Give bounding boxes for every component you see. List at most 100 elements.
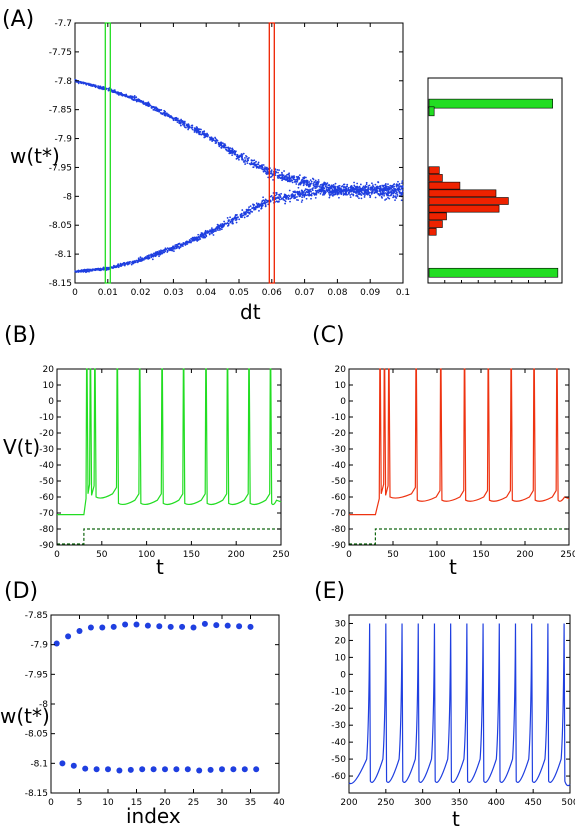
- panel-a-point-upper: [304, 176, 307, 179]
- panel-a-point-upper: [338, 196, 340, 199]
- panel-a-point-lower: [356, 192, 358, 194]
- panel-a-point-upper: [346, 183, 349, 186]
- panel-a-point-lower: [301, 192, 304, 194]
- panel-a-point-upper: [387, 196, 389, 199]
- panel-a-point-lower: [260, 205, 263, 208]
- panel-a-point-lower: [345, 187, 348, 190]
- panel-a-point-lower: [310, 197, 312, 200]
- panel-a-point-upper: [241, 157, 244, 160]
- panel-a-point-lower: [270, 195, 273, 197]
- panel-a-point-lower: [360, 190, 363, 193]
- panel-a-point-lower: [266, 201, 268, 204]
- panel-a-point-lower: [220, 223, 222, 225]
- panel-a-point-lower: [280, 197, 283, 200]
- panel-a-point-lower: [314, 196, 317, 199]
- panel-a-point-upper: [325, 185, 327, 187]
- panel-a-point-upper: [220, 147, 223, 149]
- panel-a-point-lower: [297, 186, 300, 189]
- panel-a-point-upper: [136, 100, 138, 103]
- panel-label-a: (A): [2, 7, 34, 32]
- panel-a-point-upper: [294, 181, 297, 183]
- panel-a-point-lower: [274, 194, 277, 197]
- panel-a-point-lower: [135, 259, 138, 262]
- panel-a-point-lower: [355, 194, 357, 197]
- panel-a-point-upper: [160, 112, 163, 115]
- panel-a-point-lower: [163, 251, 166, 254]
- panel-a-point-lower: [175, 247, 178, 250]
- panel-b-xtick-label: 250: [272, 550, 289, 560]
- panel-a-point-upper: [283, 175, 286, 178]
- panel-a-hist-bar: [428, 106, 435, 117]
- panel-d-ytick-label: -7.95: [25, 670, 48, 680]
- panel-a-point-upper: [164, 114, 167, 117]
- panel-a-xtick-label: 0.03: [163, 288, 183, 298]
- panel-a-xtick-label: 0: [72, 288, 78, 298]
- panel-a-point-lower: [284, 202, 286, 205]
- panel-a-point-upper: [291, 176, 294, 179]
- panel-a-point-lower: [203, 232, 206, 235]
- panel-a-point-lower: [311, 189, 314, 192]
- panel-a-point-upper: [287, 179, 290, 182]
- panel-a-point-lower: [220, 225, 223, 228]
- panel-label-e: (E): [314, 579, 345, 604]
- panel-d-ytick-label: -8.05: [25, 730, 48, 740]
- panel-a-point-upper: [194, 127, 197, 130]
- panel-d-point: [133, 621, 140, 628]
- panel-a-point-lower: [401, 182, 403, 184]
- panel-a-point-lower: [381, 184, 384, 187]
- panel-a-point-lower: [385, 187, 387, 189]
- panel-a-point-upper: [172, 117, 175, 120]
- panel-a-point-lower: [179, 244, 182, 247]
- panel-a-point-upper: [343, 185, 345, 188]
- panel-a-point-lower: [98, 269, 100, 271]
- panel-a-point-upper: [255, 160, 257, 163]
- panel-a-point-lower: [114, 265, 117, 268]
- panel-a-point-lower: [289, 200, 291, 203]
- panel-a-point-lower: [381, 189, 384, 192]
- panel-a-hist-bar: [428, 267, 559, 278]
- panel-a-point-upper: [238, 158, 240, 161]
- panel-a-ytick-label: -7.75: [49, 48, 72, 58]
- panel-a-point-lower: [323, 191, 326, 193]
- panel-b-xtick-label: 200: [228, 550, 245, 560]
- panel-a-point-lower: [144, 256, 147, 259]
- panel-a-point-lower: [201, 234, 204, 237]
- panel-a-point-lower: [381, 196, 384, 199]
- panel-a-hist-bar: [428, 181, 461, 190]
- panel-a-point-upper: [176, 117, 179, 120]
- panel-a-point-lower: [365, 183, 368, 186]
- panel-a-point-lower: [375, 191, 378, 194]
- panel-a-point-upper: [266, 170, 269, 173]
- panel-a-point-upper: [215, 140, 217, 143]
- panel-a-frame: [74, 22, 404, 284]
- panel-a-point-lower: [243, 212, 245, 215]
- panel-a-point-lower: [264, 204, 267, 206]
- panel-a-point-lower: [354, 185, 356, 188]
- panel-a-point-upper: [241, 155, 243, 158]
- panel-c-voltage-trace: [349, 368, 570, 516]
- panel-a-point-lower: [379, 185, 382, 187]
- panel-a-point-upper: [302, 180, 304, 183]
- panel-e-ytick-label: -50: [331, 755, 346, 765]
- panel-a-ytick-label: -8.05: [49, 221, 72, 231]
- panel-a-point-lower: [341, 185, 344, 187]
- panel-a-point-upper: [140, 99, 143, 102]
- panel-d-point: [99, 624, 106, 631]
- panel-a-point-upper: [228, 152, 231, 155]
- panel-e-ytick-label: 20: [335, 636, 347, 646]
- panel-d-point: [247, 623, 254, 630]
- panel-a-point-upper: [396, 195, 399, 197]
- panel-a-point-lower: [298, 193, 300, 196]
- panel-c-ytick-label: -90: [331, 541, 346, 551]
- panel-a-point-upper: [220, 144, 223, 147]
- panel-a-point-lower: [178, 242, 181, 245]
- panel-a-point-lower: [361, 186, 364, 189]
- panel-a-point-lower: [251, 207, 253, 210]
- panel-a-point-lower: [190, 241, 192, 244]
- panel-d-point: [230, 766, 237, 773]
- panel-a-point-lower: [236, 216, 239, 219]
- panel-d-point: [82, 765, 89, 772]
- panel-a-point-upper: [317, 181, 320, 183]
- panel-a-point-lower: [359, 189, 362, 192]
- panel-a-point-lower: [254, 206, 257, 209]
